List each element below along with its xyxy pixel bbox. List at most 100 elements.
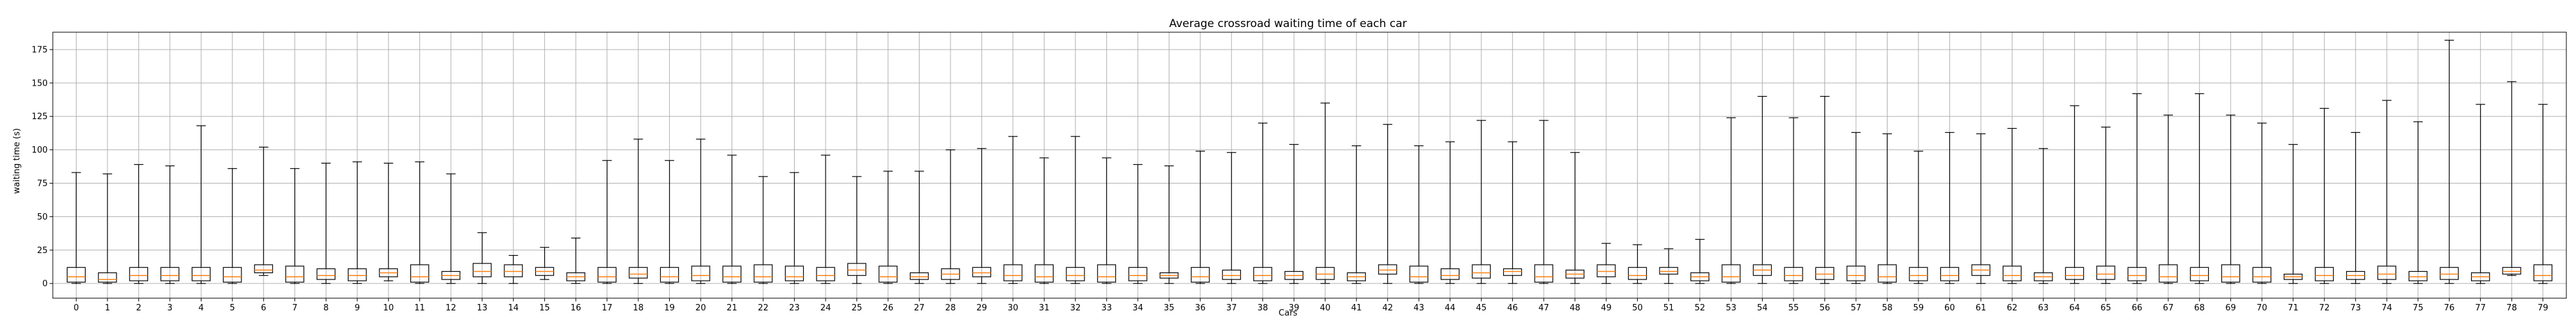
x-tick-label: 25 — [851, 303, 862, 313]
x-tick-label: 50 — [1632, 303, 1643, 313]
x-tick-label: 23 — [789, 303, 800, 313]
box-car-74 — [2377, 100, 2396, 284]
x-tick-label: 67 — [2163, 303, 2174, 313]
x-tick-label: 27 — [914, 303, 925, 313]
x-tick-label: 53 — [1726, 303, 1737, 313]
box-car-20 — [691, 138, 710, 284]
iqr-box — [753, 264, 773, 283]
x-tick-label: 49 — [1601, 303, 1612, 313]
box-car-2 — [129, 164, 148, 284]
box-car-17 — [597, 160, 617, 284]
iqr-box — [597, 267, 617, 283]
box-car-47 — [1534, 120, 1553, 284]
x-tick-label: 38 — [1257, 303, 1268, 313]
x-tick-label: 63 — [2038, 303, 2049, 313]
x-tick-label: 64 — [2069, 303, 2080, 313]
x-tick-label: 44 — [1444, 303, 1455, 313]
x-tick-label: 58 — [1882, 303, 1893, 313]
iqr-box — [1627, 267, 1647, 280]
plot-frame — [52, 32, 2567, 299]
iqr-box — [2159, 264, 2178, 283]
box-car-32 — [1066, 136, 1085, 284]
x-tick-label: 42 — [1382, 303, 1393, 313]
x-axis-ticks: 0 1 2 3 4 5 6 7 8 9 10 11 12 13 14 15 16 17 18 19 20 21 22 23 24… — [73, 298, 2548, 313]
x-tick-label: 43 — [1414, 303, 1425, 313]
iqr-box — [878, 265, 898, 283]
x-tick-label: 75 — [2412, 303, 2423, 313]
y-axis-ticks: 0 25 50 75 100 125 150 175 — [32, 45, 53, 289]
x-tick-label: 62 — [2007, 303, 2018, 313]
box-car-3 — [160, 165, 180, 284]
box-car-79 — [2533, 104, 2553, 284]
x-tick-label: 69 — [2226, 303, 2237, 313]
box-car-45 — [1472, 120, 1491, 284]
iqr-box — [2221, 264, 2240, 283]
iqr-box — [2096, 265, 2116, 280]
x-tick-label: 39 — [1289, 303, 1300, 313]
box-car-9 — [348, 161, 367, 284]
box-car-12 — [441, 173, 460, 284]
box-car-4 — [191, 125, 211, 284]
iqr-box — [659, 267, 679, 283]
x-tick-label: 66 — [2132, 303, 2143, 313]
x-tick-label: 22 — [758, 303, 769, 313]
x-tick-label: 72 — [2319, 303, 2330, 313]
box-car-21 — [722, 155, 742, 284]
x-tick-label: 36 — [1195, 303, 1206, 313]
box-car-29 — [972, 147, 992, 284]
box-car-15 — [535, 247, 554, 280]
box-car-24 — [816, 155, 835, 284]
x-tick-label: 61 — [1976, 303, 1987, 313]
box-car-11 — [410, 161, 430, 284]
x-tick-label: 32 — [1070, 303, 1081, 313]
iqr-box — [223, 267, 242, 283]
x-tick-label: 41 — [1351, 303, 1362, 313]
iqr-box — [909, 272, 929, 280]
box-car-54 — [1752, 96, 1772, 284]
x-tick-label: 70 — [2257, 303, 2268, 313]
y-tick-label: 125 — [32, 112, 48, 122]
iqr-box — [2002, 265, 2022, 281]
iqr-box — [2439, 267, 2459, 280]
x-tick-label: 74 — [2382, 303, 2392, 313]
chart-title: Average crossroad waiting time of each c… — [1169, 17, 1406, 30]
box-car-33 — [1097, 157, 1117, 284]
iqr-box — [1253, 267, 1273, 281]
iqr-box — [847, 263, 867, 276]
iqr-box — [2127, 267, 2146, 281]
x-tick-label: 31 — [1039, 303, 1050, 313]
x-tick-label: 16 — [571, 303, 582, 313]
x-tick-label: 28 — [945, 303, 956, 313]
box-car-56 — [1815, 96, 1835, 284]
x-tick-label: 54 — [1757, 303, 1768, 313]
iqr-box — [1877, 264, 1897, 283]
box-car-0 — [66, 172, 86, 284]
x-tick-label: 14 — [508, 303, 519, 313]
box-car-64 — [2065, 105, 2085, 284]
x-tick-label: 40 — [1320, 303, 1331, 313]
x-tick-label: 47 — [1539, 303, 1549, 313]
x-tick-label: 79 — [2537, 303, 2548, 313]
x-tick-label: 33 — [1101, 303, 1112, 313]
box-car-18 — [629, 138, 648, 284]
x-tick-label: 7 — [292, 303, 298, 313]
box-car-70 — [2252, 122, 2271, 284]
x-tick-label: 2 — [136, 303, 141, 313]
x-tick-label: 26 — [883, 303, 894, 313]
box-car-1 — [98, 173, 117, 284]
x-tick-label: 8 — [323, 303, 328, 313]
y-tick-label: 75 — [37, 179, 48, 189]
x-tick-label: 11 — [414, 303, 425, 313]
box-car-14 — [504, 254, 523, 284]
box-car-69 — [2221, 115, 2240, 284]
iqr-box — [160, 267, 180, 281]
iqr-box — [1128, 267, 1148, 281]
iqr-box — [2502, 267, 2521, 275]
x-tick-label: 46 — [1507, 303, 1518, 313]
iqr-box — [2315, 267, 2334, 281]
iqr-box — [1378, 264, 1397, 275]
iqr-box — [1909, 267, 1928, 281]
box-car-39 — [1284, 144, 1303, 284]
box-car-44 — [1441, 141, 1460, 284]
box-car-78 — [2502, 81, 2521, 276]
